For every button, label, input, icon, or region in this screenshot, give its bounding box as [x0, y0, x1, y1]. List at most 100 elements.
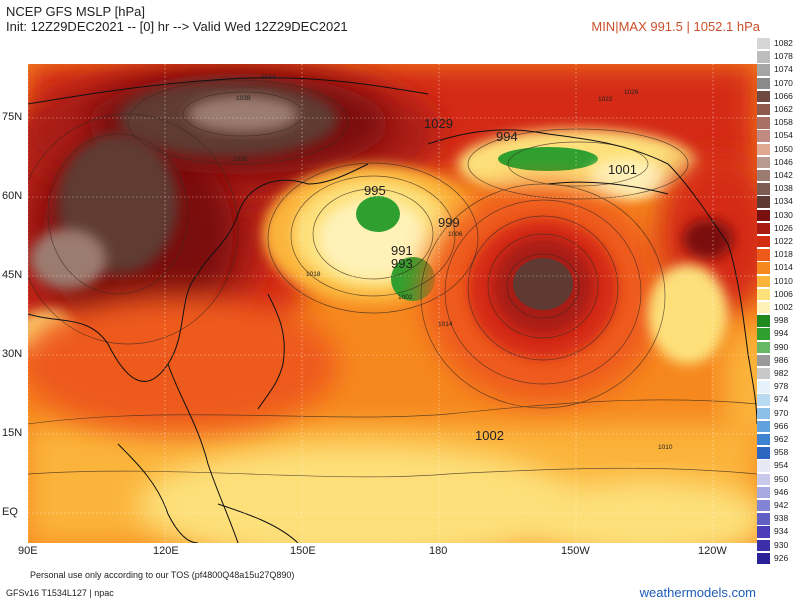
scale-label: 978	[774, 381, 789, 392]
scale-entry: 1078	[757, 51, 797, 63]
scale-entry: 998	[757, 315, 797, 327]
scale-swatch	[757, 117, 770, 129]
lat-label-eq: EQ	[2, 506, 18, 518]
scale-swatch	[757, 513, 770, 525]
scale-entry: 1022	[757, 236, 797, 248]
scale-entry: 994	[757, 328, 797, 340]
scale-entry: 938	[757, 513, 797, 525]
lat-label-30n: 30N	[2, 348, 23, 360]
scale-entry: 1070	[757, 77, 797, 89]
scale-label: 1058	[774, 117, 793, 128]
scale-swatch	[757, 368, 770, 380]
scale-swatch	[757, 341, 770, 353]
scale-label: 998	[774, 315, 789, 326]
scale-label: 1018	[774, 249, 793, 260]
scale-swatch	[757, 420, 770, 433]
scale-entry: 958	[757, 447, 797, 459]
scale-entry: 926	[757, 552, 797, 565]
contour-label: 1038	[236, 95, 251, 102]
scale-entry: 1014	[757, 262, 797, 274]
scale-label: 970	[774, 407, 789, 418]
scale-label: 946	[774, 486, 789, 497]
scale-entry: 950	[757, 473, 797, 485]
scale-swatch	[757, 302, 770, 314]
scale-entry: 1082	[757, 38, 797, 50]
scale-label: 1006	[774, 288, 793, 299]
pressure-label-1029: 1029	[424, 116, 453, 131]
scale-entry: 1026	[757, 222, 797, 235]
pressure-label-1002: 1002	[475, 428, 504, 443]
site-link[interactable]: weathermodels.com	[639, 585, 756, 600]
scale-swatch	[757, 236, 770, 248]
scale-swatch	[757, 354, 770, 367]
init-valid-time: Init: 12Z29DEC2021 -- [0] hr --> Valid W…	[6, 19, 348, 34]
scale-label: 926	[774, 552, 789, 563]
scale-label: 1074	[774, 64, 793, 75]
scale-swatch	[757, 51, 770, 63]
scale-entry: 990	[757, 341, 797, 353]
scale-entry: 1018	[757, 249, 797, 261]
scale-swatch	[757, 64, 770, 76]
scale-entry: 978	[757, 381, 797, 393]
contour-label: 1022	[598, 96, 613, 103]
scale-label: 1022	[774, 236, 793, 246]
scale-entry: 1066	[757, 90, 797, 103]
scale-entry: 1062	[757, 104, 797, 116]
scale-label: 954	[774, 460, 789, 471]
model-info: GFSv16 T1534L127 | npac	[6, 588, 114, 598]
scale-swatch	[757, 486, 770, 499]
scale-swatch	[757, 130, 770, 142]
scale-label: 962	[774, 434, 789, 444]
scale-label: 1050	[774, 143, 793, 154]
scale-entry: 1030	[757, 209, 797, 221]
scale-swatch	[757, 143, 770, 155]
scale-entry: 1006	[757, 288, 797, 301]
scale-entry: 1010	[757, 275, 797, 287]
contour-label: 1026	[624, 89, 639, 96]
scale-swatch	[757, 315, 770, 327]
scale-label: 1042	[774, 170, 793, 180]
contour-label: 1030	[233, 156, 248, 163]
lon-label-150e: 150E	[290, 545, 316, 557]
scale-label: 1078	[774, 51, 793, 62]
scale-swatch	[757, 170, 770, 182]
scale-swatch	[757, 183, 770, 195]
scale-label: 1010	[774, 275, 793, 286]
pressure-label-991: 991	[391, 243, 413, 258]
scale-swatch	[757, 473, 770, 485]
scale-label: 1062	[774, 104, 793, 114]
scale-label: 942	[774, 500, 789, 510]
min-max-readout: MIN|MAX 991.5 | 1052.1 hPa	[591, 19, 760, 34]
scale-entry: 970	[757, 407, 797, 419]
scale-entry: 934	[757, 526, 797, 538]
scale-entry: 966	[757, 420, 797, 433]
scale-label: 994	[774, 328, 789, 339]
scale-swatch	[757, 77, 770, 89]
pressure-label-1001: 1001	[608, 162, 637, 177]
scale-swatch	[757, 249, 770, 261]
mslp-map-canvas: 1029 994 995 1001 999 991 993 1002 1034 …	[28, 64, 757, 543]
scale-entry: 1002	[757, 302, 797, 314]
scale-entry: 946	[757, 486, 797, 499]
map-title: NCEP GFS MSLP [hPa]	[6, 4, 145, 19]
lon-label-180: 180	[429, 545, 448, 557]
scale-label: 1070	[774, 77, 793, 88]
scale-label: 990	[774, 341, 789, 352]
scale-label: 958	[774, 447, 789, 458]
pressure-label-994: 994	[496, 129, 518, 144]
scale-label: 966	[774, 420, 789, 431]
scale-swatch	[757, 500, 770, 512]
scale-label: 934	[774, 526, 789, 537]
scale-label: 950	[774, 473, 789, 484]
scale-entry: 1042	[757, 170, 797, 182]
scale-swatch	[757, 262, 770, 274]
scale-label: 986	[774, 354, 789, 365]
scale-entry: 1046	[757, 156, 797, 169]
scale-swatch	[757, 552, 770, 565]
scale-label: 1046	[774, 156, 793, 167]
contour-label: 1006	[448, 231, 463, 238]
pressure-color-scale: 1082 1078 1074 1070 1066 1062 1058 1054 1050 1046…	[757, 38, 797, 568]
contour-label: 1010	[658, 444, 673, 451]
scale-swatch	[757, 222, 770, 235]
scale-label: 938	[774, 513, 789, 524]
